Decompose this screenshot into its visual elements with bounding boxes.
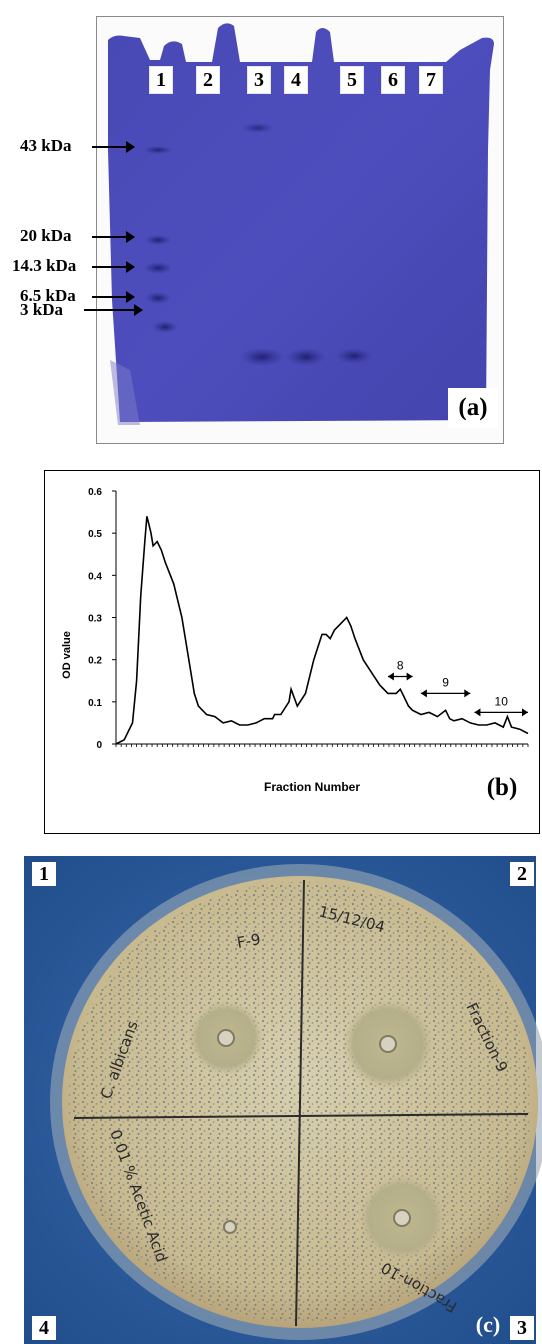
- range-arrow-head: [420, 689, 427, 698]
- range-arrow-head: [406, 672, 413, 681]
- lane-label: 7: [419, 66, 443, 94]
- y-tick-label: 0.1: [88, 698, 102, 709]
- well: [393, 1209, 411, 1227]
- y-tick-label: 0: [96, 740, 102, 751]
- well: [217, 1029, 235, 1047]
- x-axis-label: Fraction Number: [264, 780, 360, 794]
- range-label: 10: [495, 694, 509, 708]
- y-tick-label: 0.2: [88, 656, 102, 667]
- range-arrow-head: [522, 708, 528, 717]
- corner-label: 2: [510, 862, 534, 886]
- agar-plate-photo: F-9 15/12/04 Fraction-9 C. albicans 0.01…: [24, 856, 542, 1344]
- panel-letter-b: (b): [487, 774, 518, 801]
- lane-label: 1: [149, 66, 173, 94]
- ladder-band: [152, 321, 178, 333]
- chart-frame: [44, 470, 540, 834]
- ladder-band: [145, 235, 171, 245]
- series-line: [115, 516, 529, 745]
- y-axis-label: OD value: [61, 631, 73, 679]
- gel-image: [108, 23, 494, 425]
- lane-label: 4: [284, 66, 308, 94]
- range-label: 8: [397, 659, 404, 673]
- quadrant-line: [295, 879, 305, 1327]
- ladder-band: [145, 292, 171, 304]
- y-tick-label: 0.6: [88, 487, 102, 498]
- range-arrow-head: [464, 689, 471, 698]
- plate-label: F-9: [236, 930, 262, 952]
- marker-label: 14.3 kDa: [12, 256, 77, 275]
- corner-label: 1: [32, 862, 56, 886]
- marker-arrow: [92, 261, 135, 273]
- lane-label: 3: [247, 66, 271, 94]
- well: [379, 1035, 397, 1053]
- range-label: 9: [442, 675, 449, 689]
- marker-label: 43 kDa: [20, 136, 72, 155]
- well: [223, 1220, 237, 1234]
- sample-band: [240, 348, 284, 366]
- marker-label: 20 kDa: [20, 226, 72, 245]
- ladder-band: [144, 262, 172, 274]
- marker-arrow: [92, 141, 135, 153]
- marker-arrow: [92, 231, 135, 243]
- gel-body: [108, 23, 494, 423]
- marker-arrow: [92, 291, 135, 303]
- agar-plate-panel: F-9 15/12/04 Fraction-9 C. albicans 0.01…: [0, 848, 542, 1344]
- lane-label: 6: [381, 66, 405, 94]
- range-arrow-head: [387, 672, 394, 681]
- sample-band: [336, 348, 372, 364]
- lane-label: 5: [340, 66, 364, 94]
- quadrant-line: [73, 1113, 529, 1119]
- y-tick-label: 0.3: [88, 614, 102, 625]
- corner-label: 4: [32, 1316, 56, 1340]
- sample-band: [286, 348, 326, 366]
- ladder-band: [144, 146, 172, 154]
- gel-smear: [110, 360, 140, 425]
- lane-label: 2: [196, 66, 220, 94]
- od-chart: 0 0.1 0.2 0.3 0.4 0.5 0.6 8 9 10 OD value Fracti…: [61, 487, 529, 801]
- marker-label: 6.5 kDa: [20, 286, 76, 305]
- y-tick-label: 0.5: [88, 529, 102, 540]
- panel-letter-a: (a): [448, 388, 498, 428]
- corner-label: 3: [510, 1316, 534, 1340]
- marker-arrow: [84, 304, 143, 316]
- lane-band: [242, 123, 274, 133]
- range-arrow-head: [474, 708, 481, 717]
- marker-label: 3 kDa: [20, 300, 63, 319]
- gel-panel: 1 2 3 4 5 6 7 43 kDa 20 kDa 14.3 kDa 6.5…: [0, 0, 542, 448]
- panel-letter-c: (c): [475, 1312, 501, 1337]
- y-tick-label: 0.4: [88, 571, 102, 582]
- chromatogram-panel: 0 0.1 0.2 0.3 0.4 0.5 0.6 8 9 10 OD value Fracti…: [0, 455, 542, 838]
